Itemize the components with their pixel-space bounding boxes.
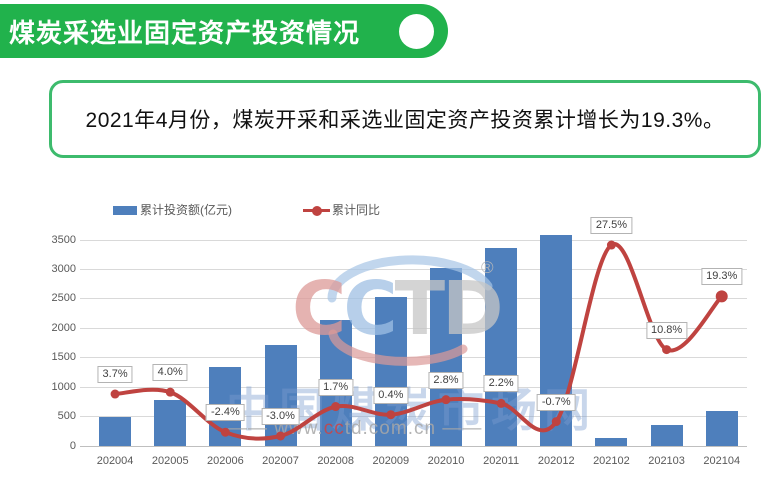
gridline — [80, 298, 747, 300]
gridline — [80, 239, 747, 241]
data-label: 27.5% — [590, 217, 633, 234]
bar-202010 — [429, 267, 462, 446]
line-marker — [715, 290, 728, 303]
x-axis-tick: 202006 — [207, 455, 244, 467]
logo-arc-icon — [327, 255, 493, 303]
y-axis-tick: 3500 — [51, 233, 76, 246]
y-axis-tick: 2500 — [51, 292, 76, 305]
x-axis-tick: 202103 — [648, 455, 685, 467]
data-label: -0.7% — [536, 393, 576, 411]
x-axis-tick: 202010 — [427, 455, 465, 467]
bar-202102 — [595, 437, 628, 446]
line-marker — [110, 389, 120, 399]
x-axis-tick: 202007 — [262, 455, 299, 467]
y-axis-tick: 0 — [69, 439, 76, 452]
data-label: 2.2% — [483, 375, 519, 393]
bar-202007 — [264, 344, 297, 446]
page-title: 煤炭采选业固定资产投资情况 — [9, 17, 361, 48]
legend-line-dot-icon — [312, 205, 322, 216]
line-marker — [165, 387, 175, 397]
bar-202104 — [705, 411, 738, 446]
y-axis-tick: 1500 — [51, 351, 76, 364]
data-label: 4.0% — [152, 364, 188, 382]
x-axis-tick: 202012 — [537, 455, 575, 467]
gridline — [80, 445, 747, 447]
gridline — [80, 268, 747, 270]
data-label: 1.7% — [318, 378, 354, 396]
header-bar: 煤炭采选业固定资产投资情况 — [0, 4, 448, 58]
y-axis-tick: 1000 — [51, 380, 76, 393]
y-axis-tick: 500 — [57, 410, 76, 423]
bar-202005 — [154, 400, 187, 446]
legend-bar-swatch-icon — [113, 206, 137, 215]
data-label: -3.0% — [261, 407, 300, 425]
x-axis-tick: 202104 — [703, 455, 741, 467]
bar-202012 — [540, 235, 573, 446]
legend-bar-label: 累计投资额(亿元) — [140, 203, 232, 217]
bar-202004 — [99, 416, 132, 446]
bar-202103 — [650, 425, 683, 446]
y-axis-tick: 3000 — [51, 262, 76, 275]
bar-202011 — [485, 248, 518, 446]
gridline — [80, 386, 747, 388]
data-label: 19.3% — [701, 268, 743, 286]
circle-badge-icon — [399, 13, 434, 49]
y-axis-tick: 2000 — [51, 321, 76, 334]
summary-text: 2021年4月份，煤炭开采和采选业固定资产投资累计增长为19.3%。 — [85, 109, 725, 132]
data-label: 2.8% — [428, 371, 464, 389]
x-axis-tick: 202008 — [317, 455, 355, 467]
x-axis-tick: 202004 — [96, 455, 134, 467]
data-label: 3.7% — [97, 366, 133, 384]
line-marker — [606, 240, 616, 250]
data-label: 10.8% — [645, 321, 688, 339]
x-axis-tick: 202102 — [593, 455, 630, 467]
data-label: -2.4% — [206, 404, 245, 422]
legend-line-label: 累计同比 — [332, 203, 381, 217]
summary-box: 2021年4月份，煤炭开采和采选业固定资产投资累计增长为19.3%。 — [49, 80, 761, 158]
bar-202009 — [374, 296, 407, 446]
gridline — [80, 357, 747, 359]
line-marker — [662, 345, 672, 355]
x-axis-tick: 202005 — [151, 455, 189, 467]
data-label: 0.4% — [373, 386, 409, 404]
x-axis-tick: 202009 — [372, 455, 410, 467]
x-axis-tick: 202011 — [483, 455, 520, 467]
